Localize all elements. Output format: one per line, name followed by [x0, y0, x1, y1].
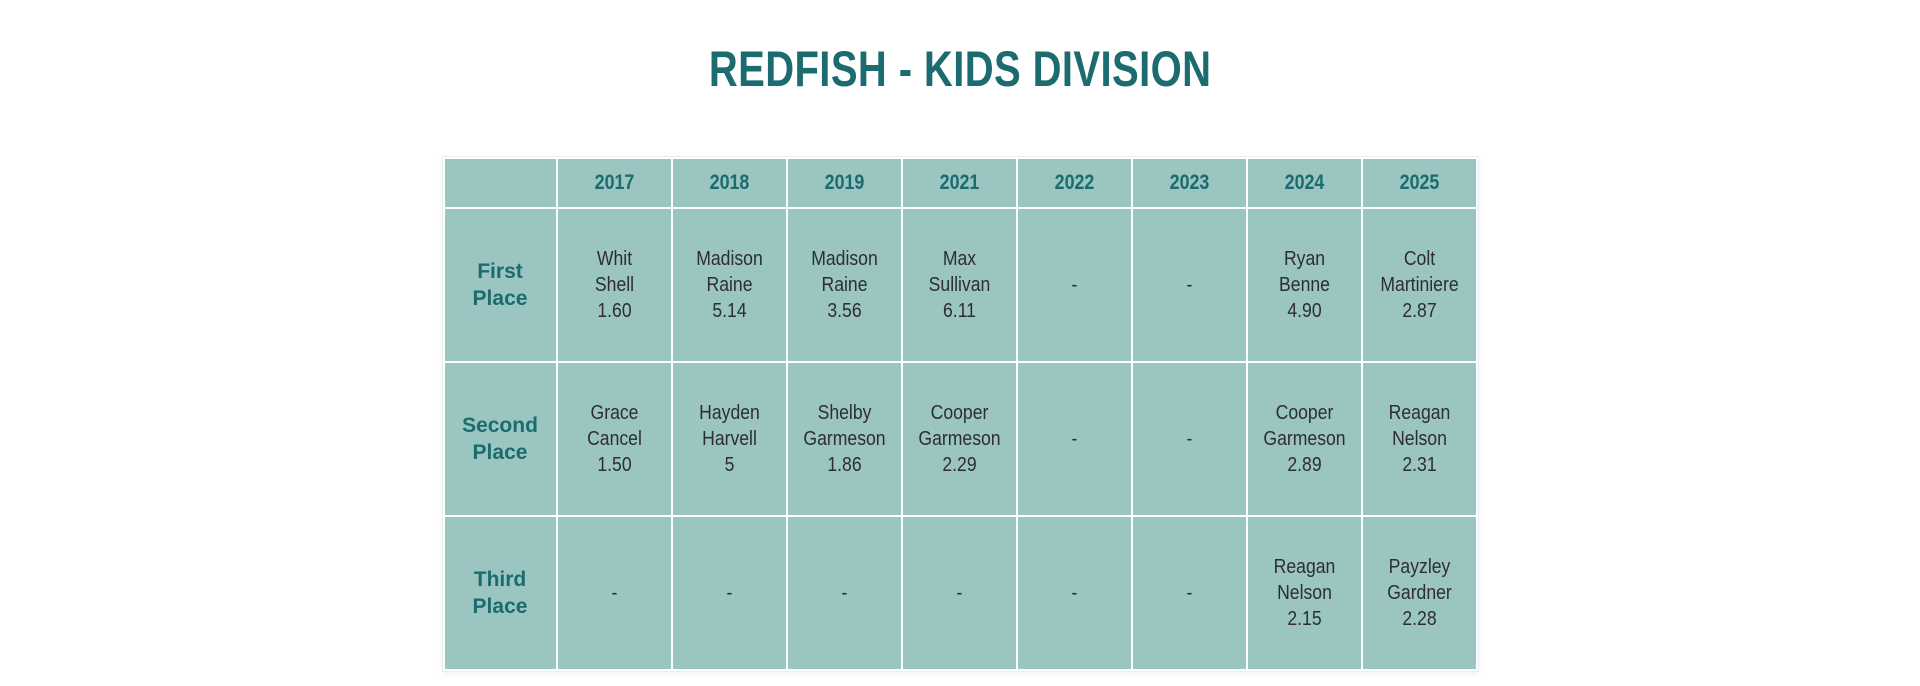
result-cell-text: - [956, 582, 962, 604]
year-header-2021: 2021 [902, 159, 1016, 207]
result-cell-first-2024: Ryan Benne 4.90 [1247, 209, 1361, 361]
year-header-2023: 2023 [1132, 159, 1246, 207]
result-cell-text: Shelby Garmeson 1.86 [802, 402, 886, 476]
result-cell-text: Reagan Nelson 2.31 [1388, 402, 1450, 476]
result-cell-second-2021: Cooper Garmeson 2.29 [902, 363, 1016, 515]
row-label-first-place: First Place [444, 209, 556, 361]
result-cell-text: - [1071, 274, 1077, 296]
result-cell-text: Cooper Garmeson 2.89 [1262, 402, 1346, 476]
result-cell-text: Ryan Benne 4.90 [1278, 248, 1330, 322]
result-cell-text: Madison Raine 3.56 [810, 248, 878, 322]
result-cell-text: Payzley Gardner 2.28 [1386, 556, 1452, 630]
result-cell-first-2025: Colt Martiniere 2.87 [1362, 209, 1476, 361]
year-header-text: 2025 [1399, 171, 1439, 194]
result-cell-first-2019: Madison Raine 3.56 [787, 209, 901, 361]
result-cell-second-2019: Shelby Garmeson 1.86 [787, 363, 901, 515]
row-label-third-place: Third Place [444, 517, 556, 669]
year-header-text: 2022 [1054, 171, 1094, 194]
results-table-container: 2017 2018 2019 2021 2022 2023 2024 2025 … [442, 157, 1478, 671]
result-cell-third-2018: - [672, 517, 786, 669]
result-cell-second-2023: - [1132, 363, 1246, 515]
result-cell-third-2021: - [902, 517, 1016, 669]
row-label-second-place: Second Place [444, 363, 556, 515]
year-header-2025: 2025 [1362, 159, 1476, 207]
result-cell-first-2022: - [1017, 209, 1131, 361]
year-header-2018: 2018 [672, 159, 786, 207]
result-cell-second-2017: Grace Cancel 1.50 [557, 363, 671, 515]
result-cell-third-2023: - [1132, 517, 1246, 669]
table-row-first-place: First Place Whit Shell 1.60 Madison Rain… [444, 209, 1476, 361]
year-header-text: 2019 [824, 171, 864, 194]
table-row-second-place: Second Place Grace Cancel 1.50 Hayden Ha… [444, 363, 1476, 515]
result-cell-text: Colt Martiniere 2.87 [1379, 248, 1459, 322]
result-cell-third-2024: Reagan Nelson 2.15 [1247, 517, 1361, 669]
page-title: REDFISH - KIDS DIVISION [0, 0, 1920, 100]
result-cell-first-2018: Madison Raine 5.14 [672, 209, 786, 361]
result-cell-text: - [1186, 582, 1192, 604]
header-row: 2017 2018 2019 2021 2022 2023 2024 2025 [444, 159, 1476, 207]
result-cell-text: Cooper Garmeson 2.29 [917, 402, 1001, 476]
year-header-text: 2023 [1169, 171, 1209, 194]
result-cell-second-2018: Hayden Harvell 5 [672, 363, 786, 515]
year-header-2024: 2024 [1247, 159, 1361, 207]
result-cell-text: Reagan Nelson 2.15 [1273, 556, 1335, 630]
result-cell-first-2021: Max Sullivan 6.11 [902, 209, 1016, 361]
result-cell-text: - [1186, 428, 1192, 450]
year-header-2017: 2017 [557, 159, 671, 207]
year-header-text: 2017 [594, 171, 634, 194]
result-cell-first-2017: Whit Shell 1.60 [557, 209, 671, 361]
result-cell-third-2019: - [787, 517, 901, 669]
year-header-2022: 2022 [1017, 159, 1131, 207]
results-table: 2017 2018 2019 2021 2022 2023 2024 2025 … [443, 157, 1478, 671]
result-cell-second-2024: Cooper Garmeson 2.89 [1247, 363, 1361, 515]
year-header-text: 2018 [709, 171, 749, 194]
year-header-text: 2024 [1284, 171, 1324, 194]
result-cell-text: Whit Shell 1.60 [594, 248, 634, 322]
result-cell-text: - [1071, 428, 1077, 450]
result-cell-second-2025: Reagan Nelson 2.31 [1362, 363, 1476, 515]
result-cell-text: Max Sullivan 6.11 [928, 248, 990, 322]
corner-cell [444, 159, 556, 207]
year-header-text: 2021 [939, 171, 979, 194]
result-cell-text: Hayden Harvell 5 [698, 402, 760, 476]
result-cell-third-2025: Payzley Gardner 2.28 [1362, 517, 1476, 669]
result-cell-third-2017: - [557, 517, 671, 669]
result-cell-text: - [611, 582, 617, 604]
result-cell-second-2022: - [1017, 363, 1131, 515]
table-row-third-place: Third Place - - - - - - Reagan Nelson 2.… [444, 517, 1476, 669]
result-cell-text: - [1071, 582, 1077, 604]
result-cell-text: - [841, 582, 847, 604]
result-cell-text: Madison Raine 5.14 [695, 248, 763, 322]
result-cell-text: - [1186, 274, 1192, 296]
result-cell-text: - [726, 582, 732, 604]
result-cell-first-2023: - [1132, 209, 1246, 361]
result-cell-third-2022: - [1017, 517, 1131, 669]
page-title-text: REDFISH - KIDS DIVISION [708, 41, 1212, 97]
result-cell-text: Grace Cancel 1.50 [586, 402, 642, 476]
year-header-2019: 2019 [787, 159, 901, 207]
